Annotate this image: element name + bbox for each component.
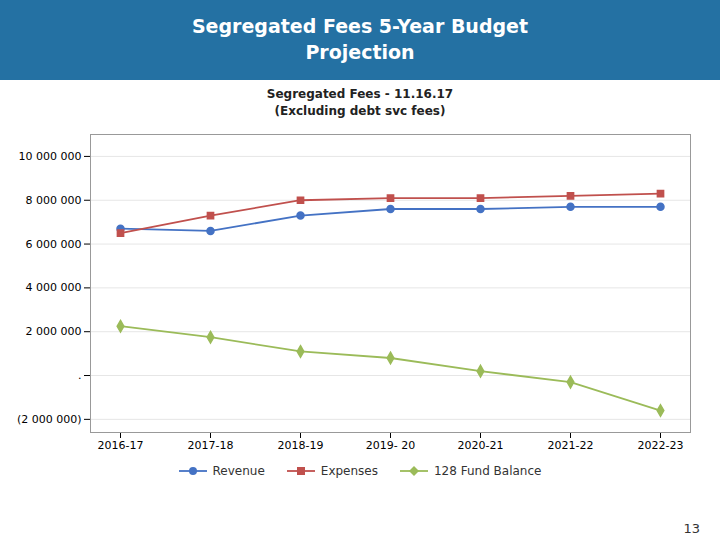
html-text:Projection: Projection <box>305 41 415 63</box>
html-text:Revenue: Revenue <box>212 463 265 478</box>
svg-text:6 000 000: 6 000 000 <box>26 237 82 250</box>
svg-text:10 000 000: 10 000 000 <box>19 150 82 163</box>
svg-text:2016-17: 2016-17 <box>98 439 144 452</box>
svg-text:4 000 000: 4 000 000 <box>26 281 82 294</box>
html-text:Segregated Fees - 11.16.17: Segregated Fees - 11.16.17 <box>266 87 454 101</box>
svg-text:2021-22: 2021-22 <box>548 439 594 452</box>
html-text:(Excluding debt svc fees): (Excluding debt svc fees) <box>274 103 446 118</box>
html-text:Expenses: Expenses <box>320 463 378 478</box>
html-text:13: 13 <box>683 521 700 536</box>
svg-text:2019- 20: 2019- 20 <box>366 439 415 452</box>
svg-text:.: . <box>78 369 82 382</box>
html-text:Segregated Fees 5-Year Budget: Segregated Fees 5-Year Budget <box>191 15 529 38</box>
svg-text:2018-19: 2018-19 <box>278 439 324 452</box>
svg-text:(2 000 000): (2 000 000) <box>17 412 82 425</box>
svg-text:2017-18: 2017-18 <box>188 439 234 452</box>
svg-text:8 000 000: 8 000 000 <box>26 193 82 206</box>
svg-text:2020-21: 2020-21 <box>458 439 504 452</box>
svg-text:2022-23: 2022-23 <box>638 439 684 452</box>
svg-text:2 000 000: 2 000 000 <box>26 325 82 338</box>
html-text:128 Fund Balance: 128 Fund Balance <box>434 463 542 478</box>
